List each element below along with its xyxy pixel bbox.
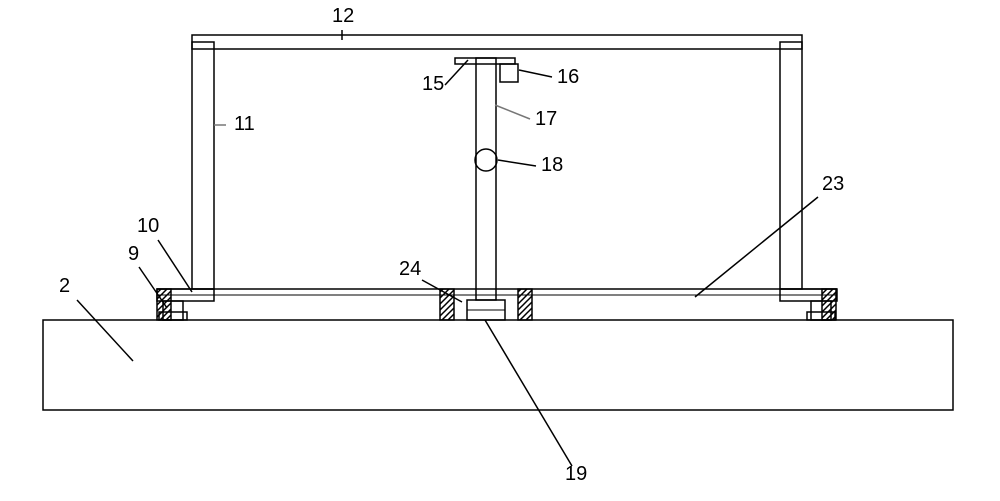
label-16: 16 [557,66,579,88]
pendulum-rod [476,58,496,300]
label-23: 23 [822,173,844,195]
label-18: 18 [541,154,563,176]
engineering-diagram: 2 9 10 11 12 15 1617 18 19 23 24 [0,0,1000,501]
pendulum-small-box [500,64,518,82]
label-12: 12 [332,5,354,27]
pendulum-ball [475,149,497,171]
label-15: 15 [422,73,444,95]
leader-l23 [695,197,818,297]
frame-right-wall [780,42,802,289]
diagram-root: 2 9 10 11 12 15 1617 18 19 23 24 [43,5,953,485]
base-platform [43,320,953,410]
label-2: 2 [59,275,70,297]
frame-top-bar [192,35,802,49]
label-11: 11 [234,113,255,135]
label-19: 19 [565,463,587,485]
frame-left-wall [192,42,214,289]
leader-l10 [158,240,192,292]
leader-l18 [498,160,536,166]
leader-l2 [77,300,133,361]
pendulum-top-plate [455,58,515,64]
leader-l16 [519,70,552,77]
leader-l9 [139,267,167,308]
hatched-post-2 [518,289,532,320]
label-10: 10 [137,215,159,237]
leader-l17 [495,105,530,119]
label-9: 9 [128,243,139,265]
label-24: 24 [399,258,421,280]
leader-l19 [485,320,572,466]
label-17: 17 [535,108,557,130]
hatched-post-3 [822,289,836,320]
